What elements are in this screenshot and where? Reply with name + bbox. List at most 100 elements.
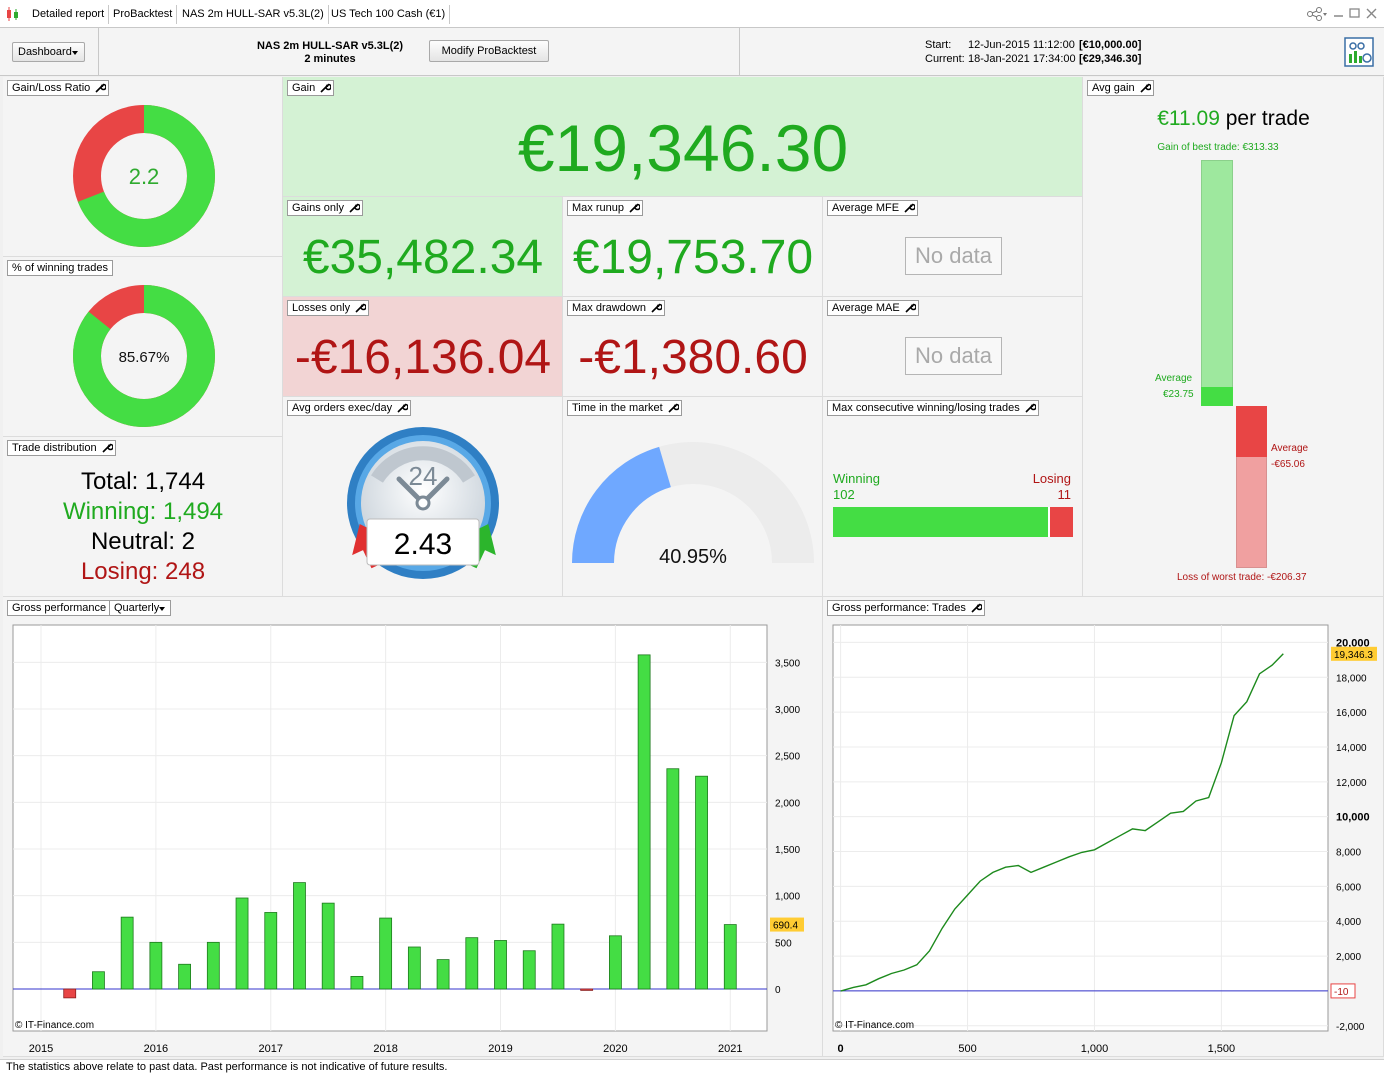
minimize-icon[interactable] (1333, 9, 1345, 19)
tab-instrument[interactable]: US Tech 100 Cash (€1) (327, 5, 451, 24)
bar (120, 916, 134, 990)
bar (63, 988, 77, 999)
x-tick-label: 0 (838, 1043, 844, 1055)
tab-detailed-report[interactable]: Detailed report (28, 5, 110, 24)
x-tick-label: 1,000 (1081, 1043, 1109, 1055)
wrench-icon[interactable] (354, 302, 367, 314)
chevron-down-icon (72, 51, 78, 55)
winning-streak-value: 102 (833, 487, 855, 502)
panel-title[interactable]: Trade distribution (7, 440, 116, 456)
report-settings-icon[interactable] (1344, 37, 1374, 67)
panel-title[interactable]: Avg orders exec/day (287, 400, 412, 416)
neutral-trades: Neutral: 2 (90, 528, 196, 555)
zero-value-label: -10 (1334, 987, 1349, 998)
losing-streak-label: Losing (1032, 471, 1071, 486)
gain-value: €19,346.30 (517, 111, 849, 185)
period-dropdown[interactable]: Quarterly (109, 600, 171, 616)
max-runup-value: €19,753.70 (572, 231, 814, 284)
last-value-marker (1331, 646, 1377, 661)
last-value-marker (770, 917, 804, 932)
y-tick-label: 6,000 (1336, 882, 1361, 893)
wrench-icon[interactable] (94, 82, 107, 94)
panel-title[interactable]: Max drawdown (567, 300, 665, 316)
winning-streak-label: Winning (833, 471, 880, 486)
quarterly-bar-chart: 0 500 1,000 1,500 2,000 2,500 3,000 3,500 2015 20… (12, 624, 804, 1055)
dashboard-dropdown[interactable]: Dashboard (12, 42, 85, 62)
y-tick-label: 20,000 (1336, 637, 1370, 649)
y-tick-label: 16,000 (1336, 708, 1367, 719)
bar (580, 988, 594, 991)
gross-performance-panel: Gross performance Quarterly 0 500 1,000 1,5… (3, 597, 823, 1057)
bar (723, 924, 737, 990)
wrench-icon[interactable] (396, 402, 409, 414)
gain-loss-donut: 2.2 (73, 105, 215, 247)
bar (379, 917, 393, 990)
x-tick-label: 2016 (144, 1043, 168, 1055)
tab-probacktest[interactable]: ProBacktest (109, 5, 178, 24)
trade-distribution-panel: Trade distribution Total: 1,744 Winning:… (3, 437, 283, 597)
x-tick-label: 2015 (29, 1043, 53, 1055)
winning-streak-bar (833, 507, 1050, 537)
average-mae-value: No data (905, 337, 1002, 375)
bar (494, 940, 507, 990)
panel-title[interactable]: Gains only (287, 200, 363, 216)
modify-probacktest-button[interactable]: Modify ProBacktest (429, 40, 549, 62)
avg-loss-value: -€65.06 (1271, 459, 1305, 470)
winning-trades-donut: 85.67% (73, 285, 215, 427)
y-tick-label: 18,000 (1336, 673, 1367, 684)
x-tick-label: 1,500 (1208, 1043, 1236, 1055)
panel-title[interactable]: Average MAE (827, 300, 919, 316)
panel-title[interactable]: Gross performance: Trades (827, 600, 985, 616)
y-tick-label: 12,000 (1336, 778, 1367, 789)
x-tick-label: 2018 (373, 1043, 397, 1055)
winning-trades-panel: % of winning trades 85.67% (3, 257, 283, 437)
time-in-market-panel: Time in the market 40.95% (563, 397, 823, 597)
wrench-icon[interactable] (1139, 82, 1151, 94)
wrench-icon[interactable] (101, 442, 113, 454)
wrench-icon[interactable] (628, 202, 640, 214)
candlestick-icon (7, 7, 18, 21)
bar (637, 654, 651, 990)
bar (264, 912, 278, 990)
wrench-icon[interactable] (667, 402, 679, 414)
panel-title[interactable]: Avg gain (1087, 80, 1154, 96)
panel-title[interactable]: Max runup (567, 200, 643, 216)
wrench-icon[interactable] (319, 82, 332, 94)
clock-gauge-icon: 24 2.43 (347, 427, 499, 579)
maximize-icon[interactable] (1349, 8, 1361, 19)
panel-title[interactable]: Max consecutive winning/losing trades (827, 400, 1039, 416)
panel-title: % of winning trades (7, 260, 113, 276)
strategy-timeframe: 2 minutes (304, 53, 356, 65)
current-date: 18-Jan-2021 17:34:00 (968, 53, 1076, 65)
panel-title[interactable]: Gain/Loss Ratio (7, 80, 110, 96)
panel-title[interactable]: Losses only (287, 300, 370, 316)
winning-trades: Winning: 1,494 (62, 498, 224, 525)
bar (206, 941, 220, 990)
panel-title[interactable]: Time in the market (567, 400, 682, 416)
share-icon[interactable] (1306, 7, 1328, 21)
panel-title: Gross performance (7, 600, 112, 616)
wrench-icon[interactable] (970, 602, 982, 614)
current-capital: [€29,346.30] (1079, 53, 1142, 65)
panel-title[interactable]: Gain (287, 80, 335, 96)
wrench-icon[interactable] (650, 302, 662, 314)
wrench-icon[interactable] (348, 202, 360, 214)
y-tick-label: 2,000 (1336, 952, 1361, 963)
divider (98, 28, 99, 76)
disclaimer-footer: The statistics above relate to past data… (0, 1059, 1384, 1075)
y-tick-label: 1,500 (775, 845, 800, 856)
wrench-icon[interactable] (1024, 402, 1036, 414)
y-tick-label: 8,000 (1336, 848, 1361, 859)
panel-title[interactable]: Average MFE (827, 200, 919, 216)
tab-strategy[interactable]: NAS 2m HULL-SAR v5.3L(2) (178, 5, 329, 24)
copyright-label: © IT-Finance.com (15, 1020, 94, 1031)
bar (321, 902, 335, 990)
wrench-icon[interactable] (903, 202, 916, 214)
trades-equity-chart: -2,000 0 2,000 4,000 6,000 8,000 10,000 12,000 1… (832, 624, 1377, 1055)
winning-trades-value: 85.67% (119, 349, 170, 366)
wrench-icon[interactable] (904, 302, 916, 314)
y-tick-label: 14,000 (1336, 743, 1367, 754)
close-icon[interactable] (1366, 8, 1378, 19)
bar (293, 882, 306, 990)
y-tick-label: 500 (775, 938, 792, 949)
